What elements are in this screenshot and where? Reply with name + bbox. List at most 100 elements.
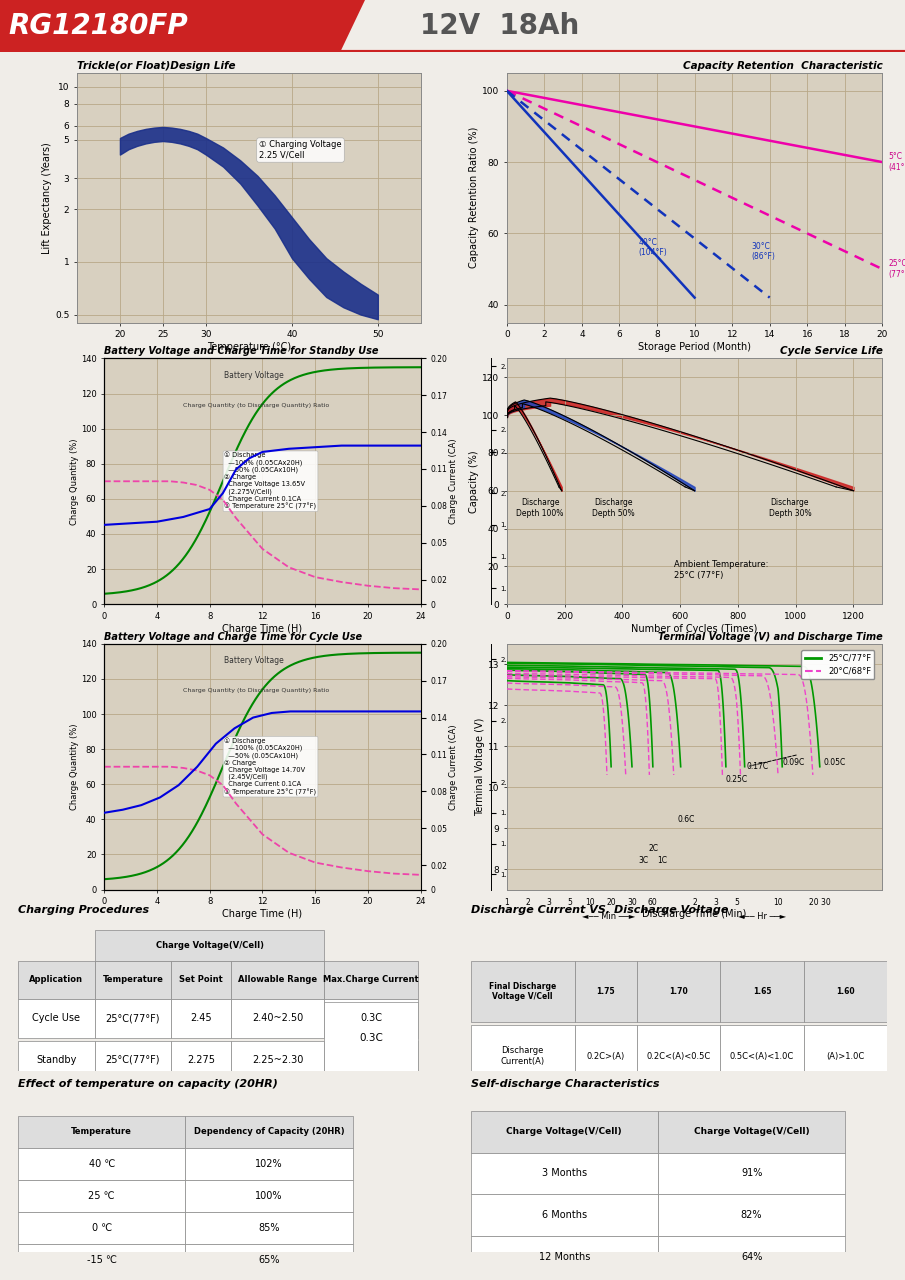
Text: 85%: 85% bbox=[258, 1222, 280, 1233]
Polygon shape bbox=[0, 0, 365, 52]
Y-axis label: Terminal Voltage (V): Terminal Voltage (V) bbox=[475, 718, 485, 815]
FancyBboxPatch shape bbox=[720, 961, 804, 1023]
Text: 30°C
(86°F): 30°C (86°F) bbox=[751, 242, 775, 261]
Text: Dependency of Capacity (20HR): Dependency of Capacity (20HR) bbox=[194, 1128, 344, 1137]
Text: -15 ℃: -15 ℃ bbox=[87, 1254, 117, 1265]
Text: ① Discharge
  —100% (0.05CAx20H)
  —50% (0.05CAx10H)
② Charge
  Charge Voltage 1: ① Discharge —100% (0.05CAx20H) —50% (0.0… bbox=[224, 452, 317, 511]
Text: 2: 2 bbox=[692, 897, 697, 906]
Text: 1C: 1C bbox=[657, 856, 667, 865]
Text: 12 Months: 12 Months bbox=[538, 1252, 590, 1262]
Text: 0.05C: 0.05C bbox=[824, 758, 846, 767]
Text: 3: 3 bbox=[546, 897, 551, 906]
FancyBboxPatch shape bbox=[471, 1236, 658, 1277]
Text: 102%: 102% bbox=[255, 1158, 282, 1169]
Text: Discharge
Depth 30%: Discharge Depth 30% bbox=[768, 498, 811, 517]
Text: Battery Voltage: Battery Voltage bbox=[224, 371, 284, 380]
Text: 25°C
(77°F): 25°C (77°F) bbox=[888, 260, 905, 279]
Text: Effect of temperature on capacity (20HR): Effect of temperature on capacity (20HR) bbox=[18, 1079, 278, 1088]
Text: 10: 10 bbox=[586, 897, 595, 906]
FancyBboxPatch shape bbox=[471, 961, 575, 1023]
X-axis label: Number of Cycles (Times): Number of Cycles (Times) bbox=[632, 623, 757, 634]
Text: Application: Application bbox=[29, 975, 83, 984]
FancyBboxPatch shape bbox=[18, 961, 95, 1000]
Text: 65%: 65% bbox=[258, 1254, 280, 1265]
FancyBboxPatch shape bbox=[324, 1002, 418, 1079]
Text: 3C: 3C bbox=[638, 856, 648, 865]
Text: 82%: 82% bbox=[741, 1210, 762, 1220]
Y-axis label: Charge Current (CA): Charge Current (CA) bbox=[449, 724, 458, 809]
FancyBboxPatch shape bbox=[231, 1041, 324, 1079]
FancyBboxPatch shape bbox=[720, 1025, 804, 1087]
Text: Ambient Temperature:
25°C (77°F): Ambient Temperature: 25°C (77°F) bbox=[674, 561, 768, 580]
Text: 0.2C<(A)<0.5C: 0.2C<(A)<0.5C bbox=[647, 1051, 710, 1061]
Text: 2.25~2.30: 2.25~2.30 bbox=[252, 1055, 303, 1065]
Text: 0.17C: 0.17C bbox=[747, 762, 769, 772]
Y-axis label: Charge Quantity (%): Charge Quantity (%) bbox=[71, 723, 80, 810]
FancyBboxPatch shape bbox=[658, 1194, 845, 1236]
Text: Capacity Retention  Characteristic: Capacity Retention Characteristic bbox=[682, 60, 882, 70]
Y-axis label: Lift Expectancy (Years): Lift Expectancy (Years) bbox=[43, 142, 52, 253]
Text: 0 ℃: 0 ℃ bbox=[91, 1222, 112, 1233]
FancyBboxPatch shape bbox=[95, 961, 171, 1000]
Text: Charge Quantity (to Discharge Quantity) Ratio: Charge Quantity (to Discharge Quantity) … bbox=[183, 689, 329, 692]
FancyBboxPatch shape bbox=[804, 961, 887, 1023]
Text: 0.2C>(A): 0.2C>(A) bbox=[586, 1051, 625, 1061]
Text: 1.60: 1.60 bbox=[836, 987, 854, 996]
Y-axis label: Capacity (%): Capacity (%) bbox=[469, 451, 479, 512]
FancyBboxPatch shape bbox=[18, 1180, 186, 1212]
FancyBboxPatch shape bbox=[186, 1212, 353, 1244]
Text: Discharge
Depth 50%: Discharge Depth 50% bbox=[593, 498, 635, 517]
Text: Charge Voltage(V/Cell): Charge Voltage(V/Cell) bbox=[694, 1128, 809, 1137]
Text: 2.40~2.50: 2.40~2.50 bbox=[252, 1014, 303, 1024]
Text: Self-discharge Characteristics: Self-discharge Characteristics bbox=[471, 1079, 659, 1088]
X-axis label: Charge Time (H): Charge Time (H) bbox=[223, 623, 302, 634]
FancyBboxPatch shape bbox=[231, 1000, 324, 1038]
Text: 60: 60 bbox=[648, 897, 658, 906]
Text: Charge Quantity (to Discharge Quantity) Ratio: Charge Quantity (to Discharge Quantity) … bbox=[183, 403, 329, 407]
FancyBboxPatch shape bbox=[637, 961, 720, 1023]
Text: 1.70: 1.70 bbox=[670, 987, 688, 996]
Text: 25 ℃: 25 ℃ bbox=[89, 1190, 115, 1201]
Y-axis label: Battery Voltage
(V/Per Cell): Battery Voltage (V/Per Cell) bbox=[518, 737, 537, 796]
Text: 3 Months: 3 Months bbox=[542, 1169, 586, 1179]
FancyBboxPatch shape bbox=[471, 1111, 658, 1152]
FancyBboxPatch shape bbox=[471, 1025, 575, 1087]
Text: Battery Voltage and Charge Time for Standby Use: Battery Voltage and Charge Time for Stan… bbox=[104, 346, 378, 356]
Text: 5: 5 bbox=[567, 897, 572, 906]
Text: Trickle(or Float)Design Life: Trickle(or Float)Design Life bbox=[77, 60, 235, 70]
Text: Allowable Range: Allowable Range bbox=[238, 975, 317, 984]
Text: ① Charging Voltage
2.25 V/Cell: ① Charging Voltage 2.25 V/Cell bbox=[259, 141, 342, 160]
X-axis label: Temperature (°C): Temperature (°C) bbox=[207, 342, 291, 352]
Text: 64%: 64% bbox=[741, 1252, 762, 1262]
FancyBboxPatch shape bbox=[171, 1041, 231, 1079]
Text: 3: 3 bbox=[713, 897, 718, 906]
FancyBboxPatch shape bbox=[18, 1212, 186, 1244]
Y-axis label: Capacity Retention Ratio (%): Capacity Retention Ratio (%) bbox=[469, 127, 479, 269]
Text: 0.3C: 0.3C bbox=[360, 1014, 382, 1024]
FancyBboxPatch shape bbox=[186, 1116, 353, 1148]
FancyBboxPatch shape bbox=[18, 1148, 186, 1180]
FancyBboxPatch shape bbox=[658, 1111, 845, 1152]
Text: 1.65: 1.65 bbox=[753, 987, 771, 996]
Text: 2.45: 2.45 bbox=[190, 1014, 212, 1024]
Text: Cycle Use: Cycle Use bbox=[33, 1014, 81, 1024]
X-axis label: Storage Period (Month): Storage Period (Month) bbox=[638, 342, 751, 352]
Text: 0.25C: 0.25C bbox=[726, 774, 748, 783]
FancyBboxPatch shape bbox=[575, 961, 637, 1023]
FancyBboxPatch shape bbox=[804, 1025, 887, 1087]
Text: 20 30: 20 30 bbox=[809, 897, 831, 906]
Text: Terminal Voltage (V) and Discharge Time: Terminal Voltage (V) and Discharge Time bbox=[658, 631, 882, 641]
Text: 1: 1 bbox=[504, 897, 510, 906]
Text: Battery Voltage: Battery Voltage bbox=[224, 657, 284, 666]
Text: Max.Charge Current: Max.Charge Current bbox=[323, 975, 419, 984]
Text: Standby: Standby bbox=[36, 1055, 77, 1065]
FancyBboxPatch shape bbox=[658, 1236, 845, 1277]
Text: 30: 30 bbox=[627, 897, 637, 906]
FancyBboxPatch shape bbox=[18, 1000, 95, 1038]
Text: 5°C
(41°F): 5°C (41°F) bbox=[888, 152, 905, 172]
FancyBboxPatch shape bbox=[186, 1180, 353, 1212]
Text: 2: 2 bbox=[525, 897, 530, 906]
FancyBboxPatch shape bbox=[324, 1000, 418, 1038]
FancyBboxPatch shape bbox=[471, 1152, 658, 1194]
Text: Set Point: Set Point bbox=[179, 975, 223, 984]
